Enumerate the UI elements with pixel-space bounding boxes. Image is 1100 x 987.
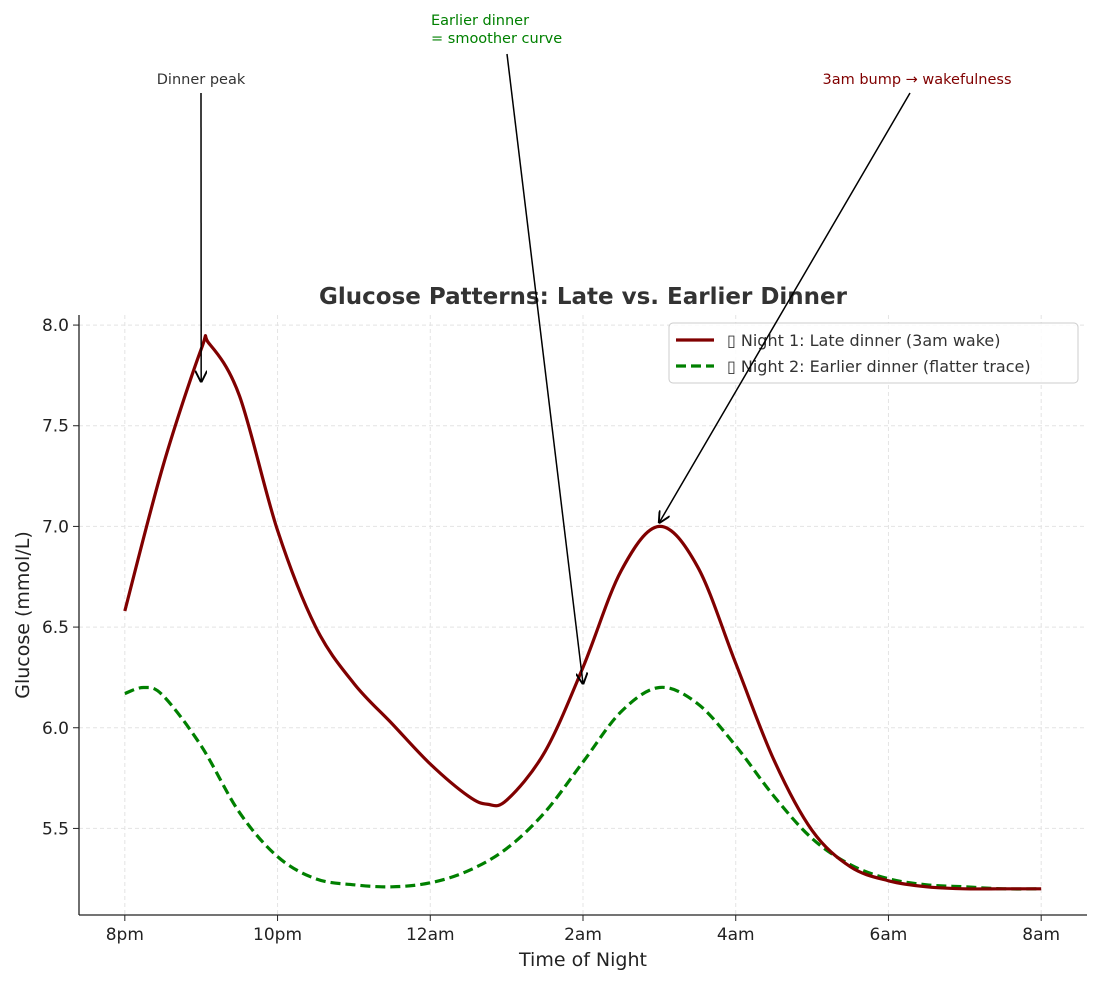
chart-title: Glucose Patterns: Late vs. Earlier Dinne… (319, 284, 848, 310)
legend: ▯ Night 1: Late dinner (3am wake) ▯ Night… (669, 323, 1078, 383)
y-axis-label: Glucose (mmol/L) (12, 531, 34, 698)
x-tick-label: 6am (870, 925, 908, 945)
x-tick-label: 4am (717, 925, 755, 945)
annotation-line: Earlier dinner (431, 13, 529, 29)
x-tick-label: 2am (564, 925, 602, 945)
legend-label: ▯ Night 1: Late dinner (3am wake) (727, 331, 1001, 350)
annotation-text: 3am bump → wakefulness (822, 72, 1011, 88)
y-tick-label: 6.5 (42, 618, 69, 638)
x-tick-label: 8pm (106, 925, 144, 945)
annotation-line: = smoother curve (431, 31, 562, 47)
annotation-text: Dinner peak (157, 72, 246, 88)
annotation-arrow (507, 54, 583, 683)
axes: 8pm 10pm 12am 2am 4am 6am 8am 5.5 6.0 6.5 7.0 7.5 8.… (42, 315, 1087, 945)
y-tick-label: 6.0 (42, 719, 69, 739)
legend-label: ▯ Night 2: Earlier dinner (flatter trace… (727, 357, 1031, 376)
x-axis-label: Time of Night (518, 949, 647, 971)
x-tick-label: 12am (406, 925, 455, 945)
y-tick-label: 5.5 (42, 819, 69, 839)
x-tick-label: 10pm (253, 925, 302, 945)
annotation-line: 3am bump → wakefulness (822, 72, 1011, 88)
annotation-line: Dinner peak (157, 72, 246, 88)
x-tick-label: 8am (1022, 925, 1060, 945)
annotation-text: Earlier dinner = smoother curve (431, 13, 562, 47)
y-tick-label: 7.5 (42, 417, 69, 437)
y-tick-label: 8.0 (42, 316, 69, 336)
y-tick-label: 7.0 (42, 517, 69, 537)
grid (79, 315, 1087, 915)
